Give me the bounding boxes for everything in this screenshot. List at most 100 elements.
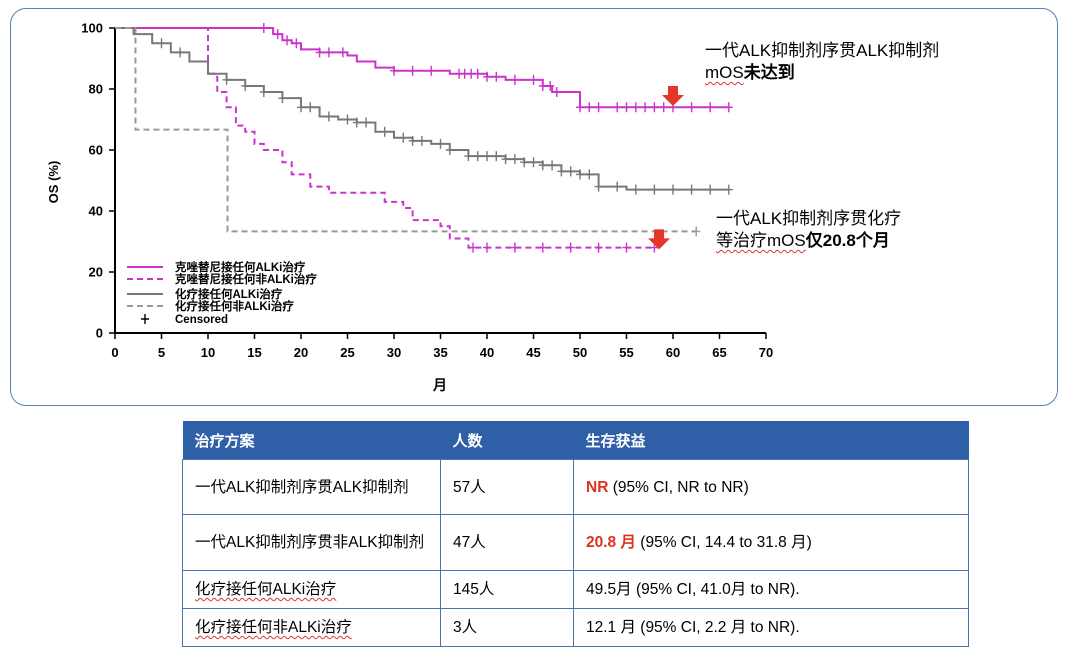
- censor-mark: [585, 102, 594, 113]
- row-count: 3人: [440, 608, 574, 647]
- legend-label-censored: Censored: [175, 314, 228, 326]
- annotation-top-line1: 一代ALK抑制剂序贯ALK抑制剂: [705, 41, 940, 60]
- censor-mark: [445, 145, 454, 155]
- censor-mark: [613, 102, 622, 113]
- x-tick-label: 30: [387, 345, 401, 360]
- censor-mark: [241, 80, 250, 91]
- censor-mark: [557, 166, 566, 177]
- censor-mark: [529, 74, 538, 85]
- censor-mark: [483, 151, 491, 162]
- censor-mark: [408, 135, 417, 146]
- x-tick-label: 10: [201, 345, 215, 360]
- annotation-bottom-bold: 仅20.8个月: [805, 231, 890, 250]
- censor-mark: [492, 151, 501, 162]
- censor-mark: [352, 117, 361, 128]
- censor-mark: [399, 132, 408, 143]
- censor-mark: [687, 102, 696, 113]
- censor-mark: [469, 242, 478, 253]
- censor-mark: [566, 242, 575, 253]
- censor-mark: [538, 160, 547, 171]
- annotation-bottom-mos: 等治疗mOS: [716, 231, 806, 250]
- legend-censor-mark: [141, 314, 149, 324]
- row-count: 47人: [440, 514, 574, 571]
- x-tick-label: 70: [759, 345, 773, 360]
- censor-mark: [483, 71, 491, 82]
- censor-mark: [157, 38, 166, 49]
- annotation-bottom-line2: 等治疗mOS仅20.8个月: [716, 230, 901, 252]
- x-tick-label: 40: [480, 345, 494, 360]
- annotation-bottom-line1: 一代ALK抑制剂序贯化疗: [716, 209, 902, 228]
- censor-mark: [724, 102, 733, 113]
- censor-mark: [222, 74, 231, 85]
- censor-mark: [566, 166, 575, 177]
- red-arrow-icon-1: [662, 86, 684, 106]
- x-tick-label: 60: [666, 345, 680, 360]
- row-benefit: 49.5月 (95% CI, 41.0月 to NR).: [573, 570, 969, 609]
- x-tick-label: 35: [433, 345, 447, 360]
- row-scheme: 化疗接任何非ALKi治疗: [182, 608, 441, 647]
- censor-mark: [464, 151, 473, 162]
- censor-mark: [273, 29, 282, 40]
- censor-mark: [622, 102, 631, 113]
- censor-mark: [552, 87, 561, 98]
- censor-mark: [380, 126, 389, 137]
- survival-table: 治疗方案 人数 生存获益 一代ALK抑制剂序贯ALK抑制剂 57人 NR (95…: [182, 421, 969, 647]
- censor-mark: [687, 184, 696, 195]
- censor-mark: [576, 102, 584, 113]
- censor-mark: [283, 35, 292, 46]
- censor-mark: [362, 117, 371, 128]
- x-tick-label: 0: [111, 345, 118, 360]
- censor-mark: [259, 23, 268, 33]
- y-tick-label: 100: [81, 21, 103, 36]
- row-scheme: 一代ALK抑制剂序贯ALK抑制剂: [182, 459, 441, 515]
- censor-mark: [292, 38, 301, 49]
- table-header-row: 治疗方案 人数 生存获益: [182, 421, 969, 460]
- censor-mark: [324, 111, 333, 122]
- censor-mark: [343, 114, 352, 125]
- row-scheme: 化疗接任何ALKi治疗: [182, 570, 441, 609]
- header-scheme: 治疗方案: [182, 421, 441, 460]
- censor-mark: [315, 47, 324, 58]
- series-line-2: [115, 27, 655, 249]
- censor-mark: [724, 184, 733, 195]
- censor-mark: [338, 47, 347, 58]
- benefit-detail: (95% CI, 14.4 to 31.8 月): [635, 534, 812, 551]
- censor-mark: [622, 242, 631, 253]
- annotation-bottom: 一代ALK抑制剂序贯化疗 等治疗mOS仅20.8个月: [716, 208, 901, 252]
- legend-label-1: 克唑替尼接任何ALKi治疗: [174, 260, 306, 274]
- annotation-top: 一代ALK抑制剂序贯ALK抑制剂 mOS未达到: [705, 40, 939, 84]
- censor-mark: [473, 68, 482, 79]
- censor-mark: [538, 80, 547, 91]
- censor-mark: [613, 181, 622, 192]
- censor-mark: [631, 102, 640, 113]
- chart-frame: [10, 8, 1058, 406]
- legend-label-2: 克唑替尼接任何非ALKi治疗: [174, 272, 317, 286]
- table-row: 一代ALK抑制剂序贯ALK抑制剂 57人 NR (95% CI, NR to N…: [182, 459, 969, 515]
- table-row: 化疗接任何ALKi治疗 145人 49.5月 (95% CI, 41.0月 to…: [182, 570, 969, 609]
- x-tick-label: 45: [526, 345, 540, 360]
- annotation-top-line2: mOS未达到: [705, 62, 939, 84]
- y-tick-label: 80: [89, 82, 103, 97]
- censor-mark: [520, 157, 529, 168]
- legend-label-3: 化疗接任何ALKi治疗: [175, 287, 283, 301]
- censor-mark: [492, 71, 501, 82]
- censor-mark: [278, 93, 287, 104]
- y-tick-label: 20: [89, 265, 103, 280]
- censor-mark: [538, 242, 547, 253]
- y-axis-label: OS (%): [46, 161, 61, 204]
- censor-layer: [157, 23, 733, 253]
- table-row: 一代ALK抑制剂序贯非ALK抑制剂 47人 20.8 月 (95% CI, 14…: [182, 514, 969, 571]
- x-axis-label: 月: [432, 377, 447, 393]
- censor-mark: [510, 242, 519, 253]
- censor-mark: [510, 154, 519, 165]
- y-tick-label: 0: [96, 326, 103, 341]
- censor-mark: [390, 65, 398, 76]
- row-count: 145人: [440, 570, 574, 609]
- censor-mark: [692, 226, 701, 237]
- x-tick-label: 25: [340, 345, 354, 360]
- censor-mark: [408, 65, 417, 76]
- censor-mark: [650, 102, 659, 113]
- x-tick-label: 65: [712, 345, 726, 360]
- legend: 克唑替尼接任何ALKi治疗克唑替尼接任何非ALKi治疗化疗接任何ALKi治疗化疗…: [127, 260, 317, 326]
- legend-label-4: 化疗接任何非ALKi治疗: [175, 299, 294, 313]
